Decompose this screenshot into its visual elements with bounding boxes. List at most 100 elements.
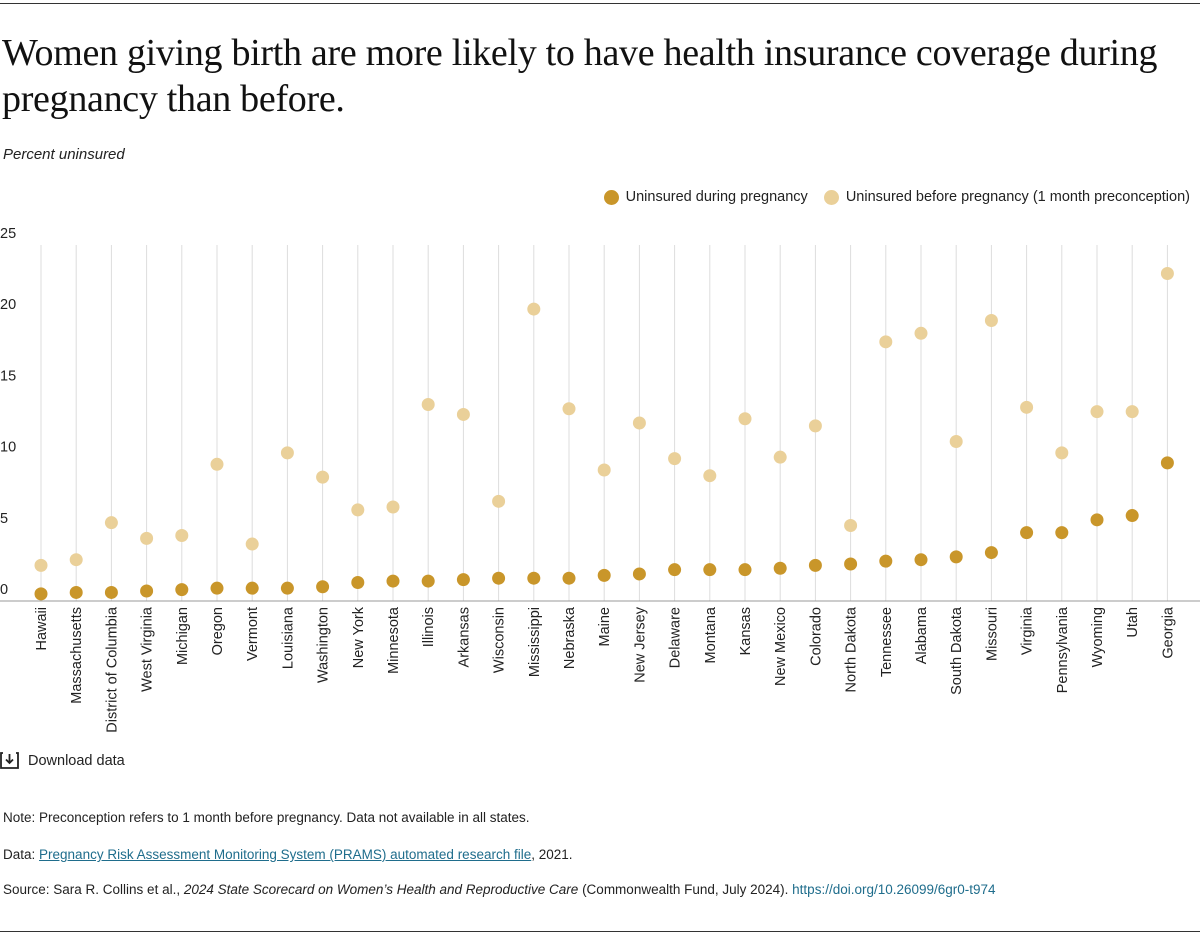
point-before-pregnancy[interactable] [879, 335, 893, 349]
x-tick-label: Hawaii [34, 607, 50, 651]
point-before-pregnancy[interactable] [280, 446, 294, 460]
point-during-pregnancy[interactable] [914, 553, 928, 567]
x-tick-label: Georgia [1160, 606, 1176, 659]
point-during-pregnancy[interactable] [1125, 509, 1139, 523]
point-before-pregnancy[interactable] [527, 302, 541, 316]
scatter-chart: 0 5 10 15 20 25 Hawaii Massachusetts District o… [0, 226, 1200, 733]
legend-label-during: Uninsured during pregnancy [625, 189, 808, 205]
x-tick-label: North Dakota [844, 606, 860, 692]
x-tick-label: Colorado [808, 607, 824, 666]
point-during-pregnancy[interactable] [140, 584, 154, 598]
point-before-pregnancy[interactable] [949, 435, 963, 449]
point-during-pregnancy[interactable] [1055, 526, 1069, 540]
legend-item-before[interactable]: Uninsured before pregnancy (1 month prec… [823, 189, 1190, 205]
x-tick-label: Louisiana [280, 606, 296, 669]
point-before-pregnancy[interactable] [914, 326, 928, 340]
point-before-pregnancy[interactable] [210, 457, 224, 471]
legend-label-before: Uninsured before pregnancy (1 month prec… [845, 189, 1190, 205]
y-tick-label: 10 [0, 440, 16, 456]
x-tick-label: Tennessee [879, 607, 895, 677]
x-tick-label: Utah [1125, 607, 1141, 638]
point-before-pregnancy[interactable] [351, 503, 365, 517]
point-before-pregnancy[interactable] [773, 450, 787, 464]
download-data-button[interactable]: Download data [0, 751, 125, 770]
point-before-pregnancy[interactable] [104, 516, 118, 530]
point-before-pregnancy[interactable] [562, 402, 576, 416]
x-tick-label: Wisconsin [492, 607, 508, 673]
x-tick-label: Washington [316, 607, 332, 683]
point-before-pregnancy[interactable] [1125, 405, 1139, 419]
x-tick-label: Maine [597, 607, 613, 647]
point-during-pregnancy[interactable] [69, 585, 83, 599]
point-before-pregnancy[interactable] [421, 397, 435, 411]
point-before-pregnancy[interactable] [245, 537, 259, 551]
legend-swatch-during [603, 189, 619, 205]
y-tick-label: 0 [0, 582, 8, 598]
point-during-pregnancy[interactable] [949, 550, 963, 564]
point-before-pregnancy[interactable] [738, 412, 752, 426]
point-during-pregnancy[interactable] [668, 563, 682, 577]
point-during-pregnancy[interactable] [703, 563, 717, 577]
point-during-pregnancy[interactable] [104, 585, 118, 599]
point-before-pregnancy[interactable] [69, 553, 83, 567]
point-before-pregnancy[interactable] [703, 469, 717, 483]
point-during-pregnancy[interactable] [351, 575, 365, 589]
x-tick-label: Kansas [738, 607, 754, 655]
x-tick-label: Alabama [914, 606, 930, 664]
point-during-pregnancy[interactable] [738, 563, 752, 577]
point-before-pregnancy[interactable] [808, 419, 822, 433]
point-during-pregnancy[interactable] [632, 567, 646, 581]
x-tick-label: Pennsylvania [1055, 606, 1071, 693]
point-before-pregnancy[interactable] [984, 313, 998, 327]
x-tick-label: Nebraska [562, 606, 578, 669]
point-before-pregnancy[interactable] [316, 470, 330, 484]
x-tick-label: Minnesota [386, 606, 402, 674]
point-during-pregnancy[interactable] [492, 571, 506, 585]
point-during-pregnancy[interactable] [984, 546, 998, 560]
point-during-pregnancy[interactable] [527, 571, 541, 585]
point-during-pregnancy[interactable] [175, 583, 189, 597]
point-before-pregnancy[interactable] [140, 531, 154, 545]
point-before-pregnancy[interactable] [668, 452, 682, 466]
x-tick-label: Vermont [245, 607, 261, 661]
point-during-pregnancy[interactable] [421, 574, 435, 588]
point-during-pregnancy[interactable] [597, 568, 611, 582]
point-before-pregnancy[interactable] [1020, 400, 1034, 414]
source-prefix: Source: Sara R. Collins et al., [3, 882, 184, 897]
legend-item-during[interactable]: Uninsured during pregnancy [603, 189, 808, 205]
x-tick-label: Wyoming [1090, 607, 1106, 667]
point-during-pregnancy[interactable] [844, 557, 858, 571]
point-during-pregnancy[interactable] [34, 587, 48, 601]
point-before-pregnancy[interactable] [34, 558, 48, 572]
point-before-pregnancy[interactable] [175, 528, 189, 542]
doi-link[interactable]: https://doi.org/10.26099/6gr0-t974 [792, 882, 996, 897]
prams-link[interactable]: Pregnancy Risk Assessment Monitoring Sys… [39, 847, 532, 862]
point-before-pregnancy[interactable] [456, 407, 470, 421]
point-during-pregnancy[interactable] [386, 574, 400, 588]
point-before-pregnancy[interactable] [597, 463, 611, 477]
data-prefix: Data: [3, 847, 40, 862]
point-before-pregnancy[interactable] [1090, 405, 1104, 419]
point-during-pregnancy[interactable] [562, 571, 576, 585]
download-icon [0, 752, 19, 769]
point-before-pregnancy[interactable] [386, 500, 400, 514]
point-during-pregnancy[interactable] [245, 581, 259, 595]
point-before-pregnancy[interactable] [632, 416, 646, 430]
point-during-pregnancy[interactable] [316, 580, 330, 594]
point-during-pregnancy[interactable] [280, 581, 294, 595]
point-during-pregnancy[interactable] [1020, 526, 1034, 540]
point-before-pregnancy[interactable] [492, 494, 506, 508]
point-during-pregnancy[interactable] [210, 581, 224, 595]
point-during-pregnancy[interactable] [1090, 513, 1104, 527]
point-during-pregnancy[interactable] [456, 573, 470, 587]
y-axis-label: Percent uninsured [3, 146, 125, 163]
point-during-pregnancy[interactable] [879, 554, 893, 568]
point-during-pregnancy[interactable] [773, 561, 787, 575]
point-before-pregnancy[interactable] [1055, 446, 1069, 460]
point-before-pregnancy[interactable] [844, 519, 858, 533]
x-tick-label: Virginia [1020, 606, 1036, 655]
y-tick-label: 15 [0, 368, 16, 384]
point-during-pregnancy[interactable] [808, 558, 822, 572]
point-during-pregnancy[interactable] [1160, 456, 1174, 470]
point-before-pregnancy[interactable] [1160, 266, 1174, 280]
